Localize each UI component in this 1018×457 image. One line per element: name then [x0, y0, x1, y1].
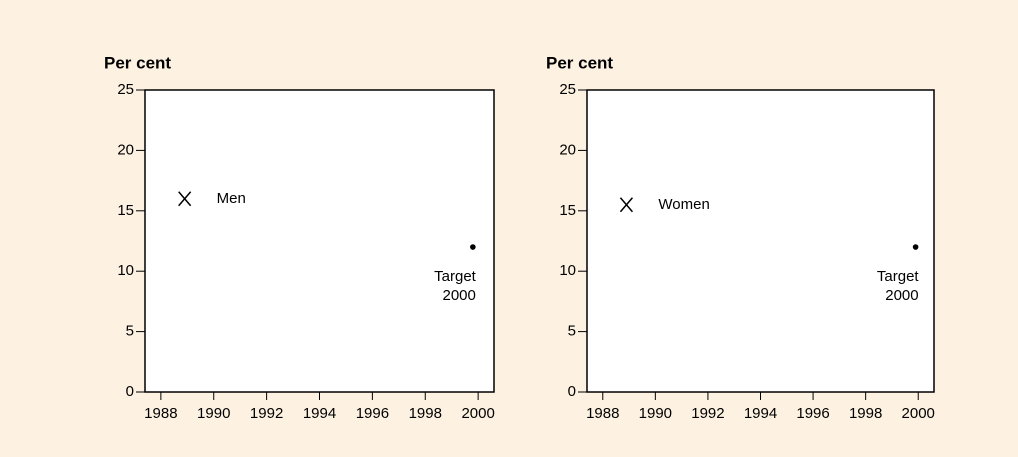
x-tick-label: 2000	[902, 405, 935, 422]
y-tick-label: 15	[117, 202, 134, 219]
x-tick-label: 1996	[796, 405, 829, 422]
y-tick-label: 5	[568, 323, 576, 340]
y-tick-label: 25	[559, 81, 576, 98]
y-tick-label: 25	[117, 81, 134, 98]
x-tick-label: 1998	[409, 405, 442, 422]
x-tick-label: 1988	[586, 405, 619, 422]
x-tick-label: 1990	[639, 405, 672, 422]
dot-marker	[470, 244, 476, 250]
y-tick-label: 15	[559, 202, 576, 219]
x-tick-label: 1996	[356, 405, 389, 422]
x-tick-label: 1988	[144, 405, 177, 422]
x-tick-label: 1990	[197, 405, 230, 422]
y-tick-label: 0	[126, 383, 134, 400]
x-tick-label: 1998	[849, 405, 882, 422]
plot-area	[144, 89, 495, 393]
y-tick-label: 10	[117, 262, 134, 279]
x-tick-label: 1994	[744, 405, 777, 422]
y-tick-label: 20	[559, 141, 576, 158]
series-label: Target 2000	[876, 268, 919, 305]
y-tick-label: 10	[559, 262, 576, 279]
x-marker	[178, 191, 192, 207]
x-tick-label: 2000	[461, 405, 494, 422]
y-tick-label: 20	[117, 141, 134, 158]
x-tick-label: 1994	[303, 405, 336, 422]
y-axis-label: Per cent	[546, 53, 613, 72]
y-tick-label: 5	[126, 323, 134, 340]
x-stroke	[178, 191, 192, 207]
series-label: Women	[658, 195, 710, 213]
y-axis-label: Per cent	[104, 53, 171, 72]
x-stroke	[619, 197, 634, 213]
y-tick-label: 0	[568, 383, 576, 400]
x-marker	[619, 197, 634, 213]
plot-area	[586, 89, 935, 393]
x-tick-label: 1992	[250, 405, 283, 422]
x-tick-label: 1992	[691, 405, 724, 422]
series-label: Men	[216, 189, 246, 207]
series-label: Target 2000	[434, 268, 476, 305]
dot-marker	[912, 244, 919, 250]
